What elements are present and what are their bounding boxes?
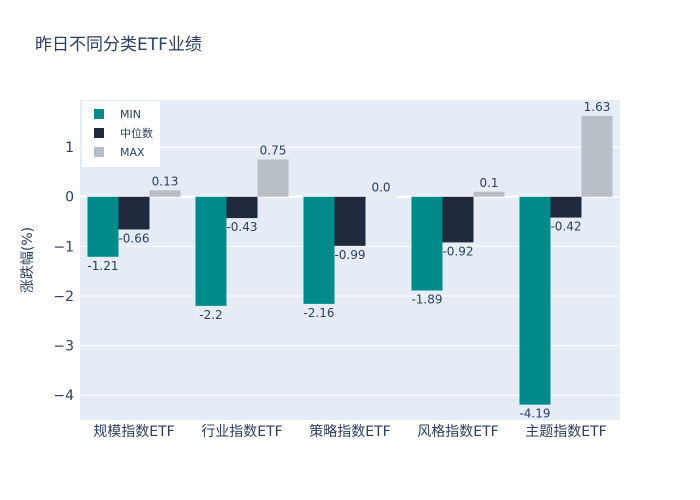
y-axis-label: 涨跌幅(%) — [20, 227, 36, 293]
y-tick-label: −1 — [53, 239, 74, 255]
bar[interactable] — [149, 190, 181, 197]
x-tick-label: 主题指数ETF — [525, 424, 606, 440]
bar[interactable] — [303, 196, 335, 304]
y-tick-label: −4 — [53, 388, 74, 404]
x-tick-labels: 规模指数ETF 行业指数ETF 策略指数ETF 风格指数ETF 主题指数ETF — [93, 423, 606, 440]
x-tick-label: 行业指数ETF — [201, 424, 282, 440]
bar[interactable] — [550, 196, 582, 218]
legend[interactable]: MIN 中位数 MAX — [82, 101, 160, 167]
bar[interactable] — [257, 159, 289, 197]
bar[interactable] — [411, 196, 443, 291]
legend-swatch[interactable] — [94, 147, 104, 157]
data-labels: -1.21-0.66 0.13 -2.2 -0.43 0.75 -2.16 -0.99 0.0… — [87, 100, 610, 421]
bars — [87, 115, 613, 405]
data-label: -1.21 — [87, 259, 118, 273]
legend-swatch[interactable] — [94, 109, 104, 119]
data-label: 0.13 — [152, 174, 179, 188]
bar[interactable] — [87, 196, 119, 257]
data-label: -4.19 — [519, 407, 550, 421]
bar[interactable] — [519, 196, 551, 405]
data-label: -0.66 — [118, 231, 149, 245]
data-label: -0.92 — [442, 244, 473, 258]
bar[interactable] — [226, 196, 258, 219]
data-label: -0.43 — [226, 220, 257, 234]
data-label: -2.2 — [199, 308, 222, 322]
data-label: 0.75 — [260, 144, 287, 158]
legend-label[interactable]: MAX — [120, 146, 145, 159]
y-tick-label: 1 — [65, 140, 74, 156]
bar[interactable] — [365, 196, 397, 198]
bar[interactable] — [442, 196, 474, 243]
y-tick-labels: −4 −3 −2 −1 0 1 — [53, 140, 74, 404]
data-label: -1.89 — [411, 293, 442, 307]
x-tick-label: 规模指数ETF — [93, 424, 174, 440]
legend-label[interactable]: MIN — [120, 108, 141, 121]
data-label: 0.1 — [479, 176, 498, 190]
data-label: 1.63 — [584, 100, 611, 114]
x-tick-label: 策略指数ETF — [309, 423, 390, 440]
data-label: 0.0 — [371, 181, 390, 195]
y-tick-label: 0 — [65, 190, 74, 206]
bar[interactable] — [473, 191, 505, 197]
legend-label[interactable]: 中位数 — [120, 126, 153, 140]
x-tick-label: 风格指数ETF — [417, 424, 498, 440]
legend-swatch[interactable] — [94, 128, 104, 138]
y-tick-label: −2 — [53, 289, 74, 305]
chart-title: 昨日不同分类ETF业绩 — [35, 35, 202, 55]
y-tick-label: −3 — [53, 339, 74, 355]
bar[interactable] — [334, 196, 366, 246]
data-label: -2.16 — [303, 306, 334, 320]
bar[interactable] — [581, 115, 613, 197]
data-label: -0.42 — [550, 220, 581, 234]
bar[interactable] — [195, 196, 227, 306]
bar[interactable] — [118, 196, 150, 230]
data-label: -0.99 — [334, 248, 365, 262]
